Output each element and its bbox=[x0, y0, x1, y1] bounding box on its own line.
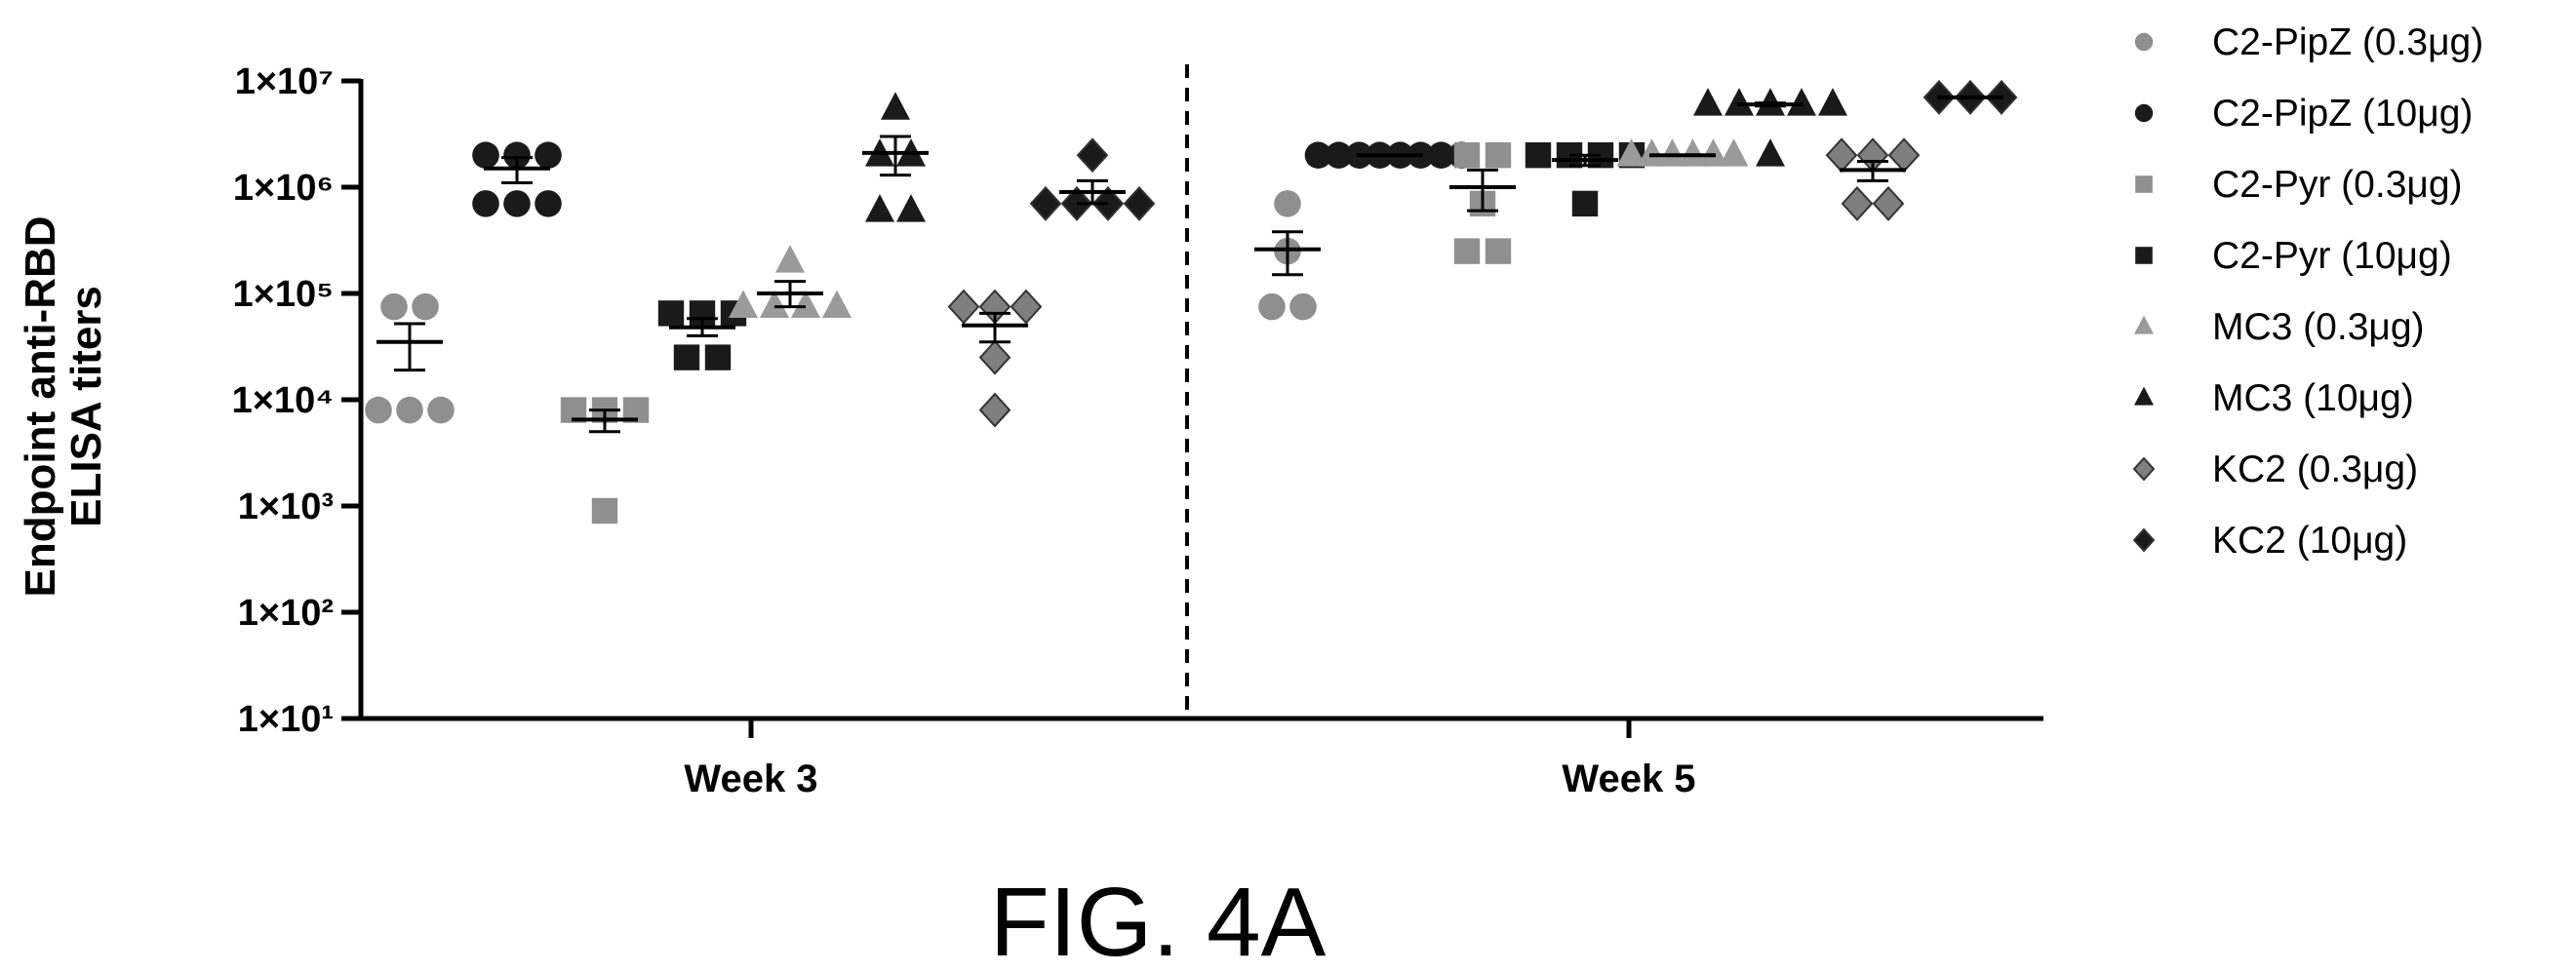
legend: C2-PipZ (0.3μg) C2-PipZ (10μg) C2-Pyr (0.3… bbox=[2132, 21, 2483, 562]
data-point bbox=[1637, 138, 1667, 167]
data-point bbox=[535, 190, 562, 217]
data-point bbox=[1887, 137, 1921, 174]
data-point bbox=[472, 141, 499, 169]
data-point bbox=[412, 292, 439, 321]
data-point bbox=[1719, 138, 1749, 167]
legend-label: C2-PipZ (10μg) bbox=[2212, 93, 2473, 135]
data-point bbox=[503, 190, 531, 217]
data-point bbox=[1818, 88, 1847, 116]
y-tick-label: 1×10⁵ bbox=[233, 274, 334, 315]
data-marks bbox=[365, 79, 2018, 525]
data-point bbox=[1616, 138, 1646, 167]
data-point bbox=[657, 300, 685, 327]
data-point bbox=[729, 290, 758, 319]
data-point bbox=[881, 92, 910, 120]
data-point bbox=[1453, 238, 1481, 264]
data-point bbox=[1304, 141, 1332, 169]
data-point bbox=[1787, 88, 1816, 116]
y-tick-label: 1×10³ bbox=[238, 486, 334, 527]
data-point bbox=[396, 396, 423, 424]
data-point bbox=[978, 392, 1011, 428]
legend-marker bbox=[2132, 456, 2156, 482]
data-point bbox=[365, 396, 392, 424]
legend-label: C2-Pyr (10μg) bbox=[2212, 235, 2452, 277]
data-point bbox=[503, 141, 531, 169]
data-point bbox=[1485, 141, 1512, 169]
legend-label: MC3 (0.3μg) bbox=[2212, 306, 2425, 348]
data-point bbox=[947, 289, 980, 325]
legend-label: C2-PipZ (0.3μg) bbox=[2212, 21, 2483, 63]
y-axis-label-line1: Endpoint anti-RBD bbox=[17, 215, 64, 597]
data-point bbox=[427, 396, 455, 424]
data-point bbox=[1657, 138, 1687, 167]
x-axis-ticks: Week 3 Week 5 bbox=[684, 719, 1696, 800]
y-tick-label: 1×10⁴ bbox=[232, 380, 334, 421]
data-point bbox=[1485, 238, 1512, 264]
data-point bbox=[535, 141, 562, 169]
data-point bbox=[865, 194, 894, 222]
data-point bbox=[1325, 141, 1353, 169]
data-point bbox=[1698, 138, 1728, 167]
data-point bbox=[1724, 88, 1754, 116]
data-point bbox=[1756, 138, 1785, 167]
y-axis-ticks: 1×10¹ 1×10² 1×10³ 1×10⁴ 1×10⁵ 1×10⁶ 1×10⁷ bbox=[232, 61, 361, 740]
legend-label: MC3 (10μg) bbox=[2212, 377, 2414, 419]
legend-marker bbox=[2134, 103, 2154, 123]
data-point bbox=[1123, 185, 1156, 221]
data-point bbox=[1258, 292, 1286, 321]
legend-marker bbox=[2135, 247, 2153, 264]
legend-label: KC2 (10μg) bbox=[2212, 520, 2407, 562]
y-tick-label: 1×10⁶ bbox=[233, 168, 334, 209]
error-bars bbox=[376, 95, 2003, 434]
y-axis-label-line2: ELISA titers bbox=[62, 286, 110, 527]
x-tick-label: Week 5 bbox=[1562, 758, 1695, 800]
data-point bbox=[1525, 141, 1552, 169]
legend-marker bbox=[2132, 527, 2156, 553]
legend-marker bbox=[2134, 386, 2154, 406]
data-point bbox=[896, 194, 926, 222]
data-point bbox=[1872, 185, 1905, 221]
y-tick-label: 1×10¹ bbox=[238, 699, 334, 740]
data-point bbox=[1289, 292, 1317, 321]
data-point bbox=[673, 344, 700, 370]
data-point bbox=[1825, 137, 1858, 174]
data-point bbox=[591, 497, 618, 525]
data-point bbox=[775, 245, 805, 273]
data-point bbox=[704, 344, 732, 370]
data-point bbox=[791, 290, 820, 319]
data-point bbox=[1693, 88, 1723, 116]
data-point bbox=[1010, 289, 1043, 325]
legend-label: KC2 (0.3μg) bbox=[2212, 448, 2418, 490]
legend-marker bbox=[2135, 175, 2153, 193]
legend-label: C2-Pyr (0.3μg) bbox=[2212, 164, 2463, 206]
legend-marker bbox=[2134, 32, 2154, 52]
data-point bbox=[1076, 137, 1109, 174]
data-point bbox=[1274, 190, 1301, 217]
data-point bbox=[978, 339, 1011, 375]
data-point bbox=[472, 190, 499, 217]
data-point bbox=[1841, 185, 1874, 221]
x-tick-label: Week 3 bbox=[684, 758, 817, 800]
y-tick-label: 1×10⁷ bbox=[235, 61, 334, 102]
data-point bbox=[1029, 185, 1062, 221]
data-point bbox=[1678, 138, 1708, 167]
data-point bbox=[760, 290, 789, 319]
data-point bbox=[380, 292, 408, 321]
data-point bbox=[1453, 141, 1481, 169]
data-point bbox=[822, 290, 852, 319]
data-point bbox=[1427, 141, 1455, 169]
y-tick-label: 1×10² bbox=[238, 593, 334, 634]
legend-marker bbox=[2134, 315, 2154, 334]
data-point bbox=[1571, 190, 1599, 217]
figure-label: FIG. 4A bbox=[990, 868, 1327, 972]
